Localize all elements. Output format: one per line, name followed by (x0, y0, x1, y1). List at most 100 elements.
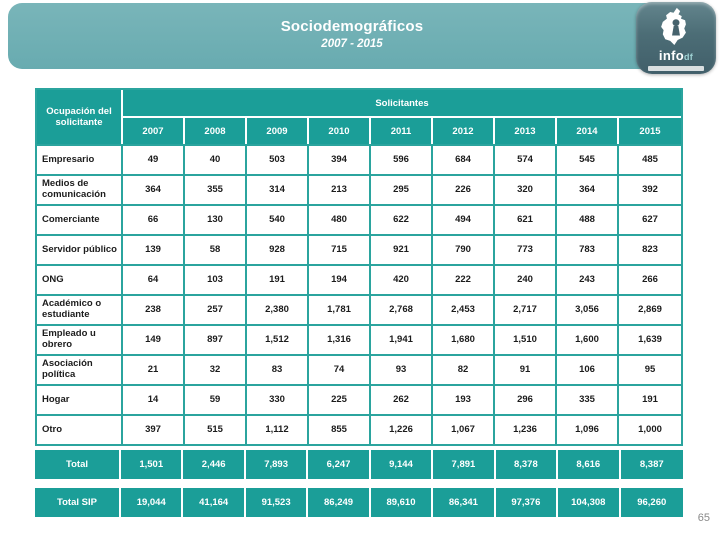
value-cell: 103 (185, 264, 247, 294)
value-cell: 295 (371, 174, 433, 204)
value-cell: 1,236 (495, 414, 557, 444)
year-header: 2015 (619, 118, 681, 144)
row-label: Asociación política (37, 354, 123, 384)
page-number: 65 (697, 512, 710, 524)
value-cell: 392 (619, 174, 681, 204)
total-value: 8,387 (639, 459, 664, 470)
value-cell: 2,768 (371, 294, 433, 324)
total-sip-label: Total SIP (35, 488, 121, 517)
infodf-logo: infodf (636, 2, 716, 74)
value-cell: 58 (185, 234, 247, 264)
row-label: Comerciante (37, 204, 123, 234)
value-cell: 139 (123, 234, 185, 264)
total-value: 8,616 (558, 450, 621, 479)
year-header: 2014 (557, 118, 619, 144)
year-header: 2013 (495, 118, 557, 144)
value-cell: 897 (185, 324, 247, 354)
value-cell: 82 (433, 354, 495, 384)
value-cell: 40 (185, 144, 247, 174)
sociodemographics-table-area: Ocupación del solicitante Solicitantes 2… (35, 88, 683, 517)
total-row: Total 1,501 2,446 7,893 6,247 9,144 7,89… (35, 450, 683, 479)
total-label: Total (35, 450, 121, 479)
value-cell: 783 (557, 234, 619, 264)
value-cell: 1,067 (433, 414, 495, 444)
value-cell: 355 (185, 174, 247, 204)
value-cell: 921 (371, 234, 433, 264)
value-cell: 928 (247, 234, 309, 264)
value-cell: 397 (123, 414, 185, 444)
total-sip-value: 89,610 (371, 488, 434, 517)
table-row: Empresario 49 40 503 394 596 684 574 545… (37, 144, 681, 174)
value-cell: 503 (247, 144, 309, 174)
value-cell: 3,056 (557, 294, 619, 324)
value-cell: 715 (309, 234, 371, 264)
total-sip-value: 96,260 (637, 497, 667, 508)
value-cell: 191 (247, 264, 309, 294)
value-cell: 488 (557, 204, 619, 234)
table-row: Otro 397 515 1,112 855 1,226 1,067 1,236… (37, 414, 681, 444)
value-cell: 74 (309, 354, 371, 384)
value-cell: 1,316 (309, 324, 371, 354)
table-row: Académico o estudiante 238 257 2,380 1,7… (37, 294, 681, 324)
year-header: 2011 (371, 118, 433, 144)
value-cell: 627 (619, 204, 681, 234)
value-cell: 21 (123, 354, 185, 384)
slide-title: Sociodemográficos (280, 18, 424, 35)
table-row: Asociación política 21 32 83 74 93 82 91… (37, 354, 681, 384)
total-value: 7,893 (246, 450, 309, 479)
value-cell: 149 (123, 324, 185, 354)
row-label: ONG (37, 264, 123, 294)
year-header: 2010 (309, 118, 371, 144)
value-cell: 1,112 (247, 414, 309, 444)
value-cell: 193 (433, 384, 495, 414)
value-cell: 225 (309, 384, 371, 414)
value-cell: 2,380 (247, 294, 309, 324)
total-sip-value: 86,249 (308, 488, 371, 517)
row-label: Académico o estudiante (37, 294, 123, 324)
value-cell: 823 (619, 234, 681, 264)
total-sip-value: 91,523 (246, 488, 309, 517)
table-group-header-row: Ocupación del solicitante Solicitantes (37, 90, 681, 144)
solicitantes-table: Ocupación del solicitante Solicitantes 2… (35, 88, 683, 446)
corner-header-cell: Ocupación del solicitante (37, 90, 123, 144)
total-value: 8,378 (496, 450, 559, 479)
value-cell: 1,510 (495, 324, 557, 354)
value-cell: 1,680 (433, 324, 495, 354)
total-value: 9,144 (371, 450, 434, 479)
value-cell: 790 (433, 234, 495, 264)
row-label: Medios de comunicación (37, 174, 123, 204)
value-cell: 49 (123, 144, 185, 174)
value-cell: 83 (247, 354, 309, 384)
value-cell: 574 (495, 144, 557, 174)
value-cell: 1,096 (557, 414, 619, 444)
value-cell: 494 (433, 204, 495, 234)
value-cell: 621 (495, 204, 557, 234)
logo-wordmark: infodf (659, 49, 693, 63)
year-header: 2012 (433, 118, 495, 144)
row-label: Otro (37, 414, 123, 444)
value-cell: 66 (123, 204, 185, 234)
value-cell: 64 (123, 264, 185, 294)
value-cell: 266 (619, 264, 681, 294)
value-cell: 32 (185, 354, 247, 384)
value-cell: 213 (309, 174, 371, 204)
value-cell: 257 (185, 294, 247, 324)
table-row: Comerciante 66 130 540 480 622 494 621 4… (37, 204, 681, 234)
value-cell: 191 (619, 384, 681, 414)
value-cell: 364 (123, 174, 185, 204)
year-header: 2009 (247, 118, 309, 144)
total-value: 2,446 (183, 450, 246, 479)
solicitantes-header-cell: Solicitantes (123, 90, 681, 118)
value-cell: 394 (309, 144, 371, 174)
slide-header-banner: Sociodemográficos 2007 - 2015 (8, 3, 696, 69)
total-sip-row-cells: Total SIP 19,044 41,164 91,523 86,249 89… (35, 488, 683, 517)
value-cell: 485 (619, 144, 681, 174)
total-value: 6,247 (308, 450, 371, 479)
value-cell: 106 (557, 354, 619, 384)
value-cell: 2,869 (619, 294, 681, 324)
value-cell: 130 (185, 204, 247, 234)
value-cell: 240 (495, 264, 557, 294)
value-cell: 2,717 (495, 294, 557, 324)
value-cell: 194 (309, 264, 371, 294)
value-cell: 93 (371, 354, 433, 384)
